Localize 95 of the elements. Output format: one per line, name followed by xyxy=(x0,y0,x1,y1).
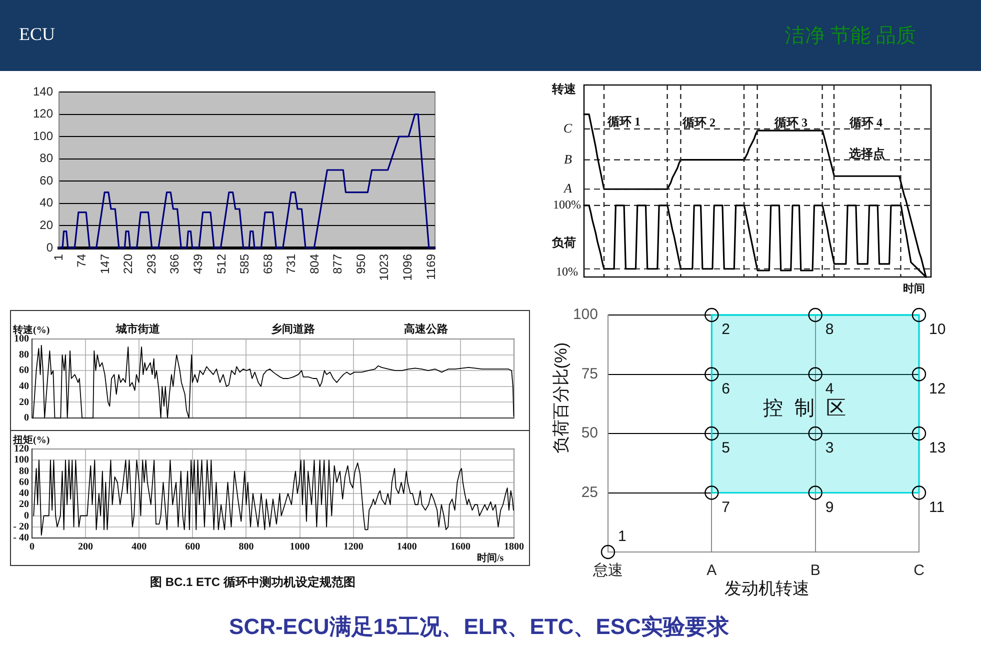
x-tick-label: B xyxy=(810,562,820,580)
y-tick-label: 20 xyxy=(40,218,54,232)
x-tick-label: A xyxy=(706,562,717,580)
x-tick-label: 200 xyxy=(78,542,94,553)
text: 负荷 xyxy=(552,234,576,252)
x-tick-label: 1169 xyxy=(424,254,438,280)
y-tick-label: 0 xyxy=(24,412,29,424)
annotation: 7 xyxy=(722,498,730,516)
y-tick-label: 100 xyxy=(14,454,29,466)
y-tick-label: 25 xyxy=(581,484,598,501)
text: 图 BC.1 ETC 循环中测功机设定规范图 xyxy=(150,574,356,591)
y-tick-label: 0 xyxy=(24,510,29,522)
annotation: 5 xyxy=(722,440,730,457)
x-tick-label: 1400 xyxy=(396,542,417,553)
y-tick-label: 20 xyxy=(19,396,29,408)
x-tick-label: 512 xyxy=(214,254,228,274)
y-tick-label: 20 xyxy=(19,499,29,510)
x-tick-label: 1023 xyxy=(377,254,392,281)
ref-line-label: A xyxy=(563,180,572,196)
x-axis-title: 时间/s xyxy=(477,552,504,565)
annotation: 循环 1 xyxy=(608,114,640,130)
x-tick-label: 293 xyxy=(144,254,158,274)
text: 洁净 节能 品质 xyxy=(785,24,916,49)
y-tick-label: 100 xyxy=(32,128,54,143)
y-tick-label: 120 xyxy=(14,444,29,455)
x-tick-label: 950 xyxy=(354,254,368,274)
y-tick-label: - 20 xyxy=(13,521,29,532)
y-tick-label: 50 xyxy=(581,424,598,442)
y-tick-label: 80 xyxy=(40,151,54,166)
x-tick-label: 439 xyxy=(190,254,205,274)
x-tick-label: 1096 xyxy=(400,254,415,281)
x-tick-label: 147 xyxy=(98,254,112,274)
x-tick-label: 804 xyxy=(307,254,322,274)
annotation: 8 xyxy=(825,321,834,338)
y-axis-title: 转速(%) xyxy=(13,324,50,336)
annotation: 3 xyxy=(825,440,834,457)
x-tick-label: 877 xyxy=(330,254,345,274)
x-tick-label: 585 xyxy=(238,254,252,274)
y-axis-title: 转速 xyxy=(552,81,576,98)
y-tick-label: 60 xyxy=(19,476,29,488)
x-tick-label: 1 xyxy=(51,254,66,261)
x-axis-title: 时间 xyxy=(903,282,925,296)
annotation: 控 制 区 xyxy=(762,398,850,420)
annotation: 6 xyxy=(722,380,730,398)
y-axis-title: 扭矩(%) xyxy=(13,434,50,446)
text: 高速公路 xyxy=(404,322,448,336)
text: 100% xyxy=(553,198,581,212)
annotation: 4 xyxy=(825,380,834,398)
annotation: 选择点 xyxy=(849,146,885,162)
annotation: 13 xyxy=(929,440,946,457)
y-tick-label: 75 xyxy=(581,365,598,382)
y-tick-label: 100 xyxy=(572,306,598,324)
y-axis-title: 负荷百分比(%) xyxy=(550,342,572,454)
x-tick-label: 1800 xyxy=(504,542,524,553)
y-tick-label: 100 xyxy=(14,334,29,345)
y-tick-label: - 40 xyxy=(13,532,29,544)
x-tick-label: 731 xyxy=(284,254,298,274)
y-tick-label: 80 xyxy=(19,349,29,360)
y-tick-label: 140 xyxy=(32,84,54,98)
y-tick-label: 120 xyxy=(32,106,54,121)
text: 10% xyxy=(556,264,578,280)
y-tick-label: 40 xyxy=(19,488,29,500)
x-tick-label: 800 xyxy=(238,542,254,553)
x-axis-title: 发动机转速 xyxy=(724,578,810,600)
x-tick-label: 658 xyxy=(260,254,275,274)
ref-line-label: B xyxy=(564,151,572,166)
x-tick-label: 1000 xyxy=(290,542,310,553)
x-tick-label: 600 xyxy=(185,542,200,553)
y-tick-label: 40 xyxy=(19,380,29,392)
ref-line-label: C xyxy=(563,120,572,136)
text: ECU xyxy=(19,24,55,45)
y-tick-label: 60 xyxy=(40,173,54,188)
annotation: 12 xyxy=(929,380,946,398)
y-tick-label: 40 xyxy=(40,196,54,210)
text: 城市街道 xyxy=(116,322,160,336)
annotation: 9 xyxy=(825,498,834,516)
annotation: 循环 3 xyxy=(774,114,808,132)
y-tick-label: 80 xyxy=(19,466,29,477)
text: SCR-ECU满足15工况、ELR、ETC、ESC实验要求 xyxy=(229,613,729,641)
x-tick-label: 1200 xyxy=(343,542,364,553)
x-tick-label: 怠速 xyxy=(592,562,623,580)
y-tick-label: 0 xyxy=(46,240,54,254)
x-tick-label: 220 xyxy=(121,254,136,274)
annotation: 循环 4 xyxy=(850,114,882,132)
annotation: 循环 2 xyxy=(682,114,716,132)
x-tick-label: 400 xyxy=(132,542,147,553)
x-tick-label: 1600 xyxy=(450,542,470,553)
y-tick-label: 60 xyxy=(19,365,29,376)
x-tick-label: C xyxy=(914,562,925,580)
x-tick-label: 366 xyxy=(168,254,182,274)
annotation: 11 xyxy=(929,498,945,516)
text: 乡间道路 xyxy=(271,322,315,336)
annotation: 2 xyxy=(722,321,730,338)
annotation: 10 xyxy=(929,321,946,338)
x-tick-label: 74 xyxy=(74,254,89,268)
